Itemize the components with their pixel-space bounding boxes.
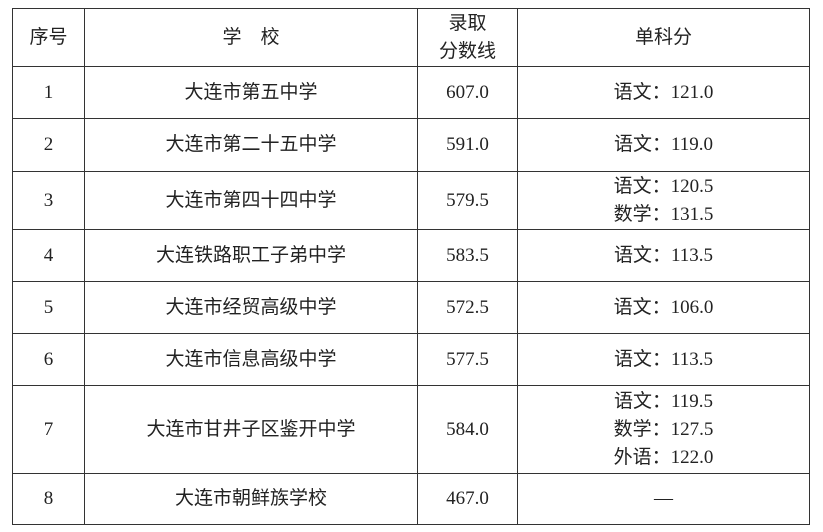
cutoff-score: 577.5 <box>417 333 518 386</box>
header-cutoff-line: 分数线 <box>438 40 496 62</box>
table-row: 1 大连市第五中学 607.0 语文：121.0 <box>12 66 810 119</box>
subject-score: 数学：131.5 <box>613 203 714 225</box>
school-name: 大连市甘井子区鉴开中学 <box>84 385 418 474</box>
header-number: 序号 <box>12 8 85 67</box>
subject-scores: 语文：119.0 <box>517 118 810 172</box>
subject-score: 语文：121.0 <box>613 81 714 103</box>
cutoff-score: 579.5 <box>417 171 518 230</box>
subject-score: 外语：122.0 <box>613 446 714 468</box>
row-number: 1 <box>12 66 85 119</box>
cutoff-score: 584.0 <box>417 385 518 474</box>
row-number: 8 <box>12 473 85 525</box>
admission-scores-table: 序号 学 校 录取 分数线 单科分 1 大连市第五中学 607.0 语文：121.0 2… <box>12 8 810 525</box>
school-name: 大连市信息高级中学 <box>84 333 418 386</box>
row-number: 5 <box>12 281 85 334</box>
subject-score: 语文：119.5 <box>613 390 714 412</box>
header-subject-score: 单科分 <box>517 8 810 67</box>
subject-score: — <box>654 488 673 509</box>
subject-scores: 语文：121.0 <box>517 66 810 119</box>
school-name: 大连市第二十五中学 <box>84 118 418 172</box>
school-name: 大连市经贸高级中学 <box>84 281 418 334</box>
table-row: 8 大连市朝鲜族学校 467.0 — <box>12 473 810 525</box>
subject-score: 语文：120.5 <box>613 175 714 197</box>
school-name: 大连市第五中学 <box>84 66 418 119</box>
cutoff-score: 583.5 <box>417 229 518 282</box>
header-school: 学 校 <box>84 8 418 67</box>
school-name: 大连市第四十四中学 <box>84 171 418 230</box>
cutoff-score: 572.5 <box>417 281 518 334</box>
table-row: 2 大连市第二十五中学 591.0 语文：119.0 <box>12 118 810 172</box>
header-row: 序号 学 校 录取 分数线 单科分 <box>12 8 810 67</box>
cutoff-score: 591.0 <box>417 118 518 172</box>
subject-score: 语文：113.5 <box>613 348 714 370</box>
subject-scores: 语文：120.5 数学：131.5 <box>517 171 810 230</box>
table-row: 4 大连铁路职工子弟中学 583.5 语文：113.5 <box>12 229 810 282</box>
subject-scores: 语文：119.5 数学：127.5 外语：122.0 <box>517 385 810 474</box>
header-cutoff-score: 录取 分数线 <box>417 8 518 67</box>
header-cutoff-line: 录取 <box>448 12 487 34</box>
row-number: 6 <box>12 333 85 386</box>
subject-score: 语文：119.0 <box>613 134 714 155</box>
cutoff-score: 607.0 <box>417 66 518 119</box>
subject-scores: — <box>517 473 810 525</box>
row-number: 4 <box>12 229 85 282</box>
table-row: 6 大连市信息高级中学 577.5 语文：113.5 <box>12 333 810 386</box>
table-row: 7 大连市甘井子区鉴开中学 584.0 语文：119.5 数学：127.5 外语：122.… <box>12 385 810 474</box>
subject-score: 语文：113.5 <box>613 244 714 266</box>
table-row: 5 大连市经贸高级中学 572.5 语文：106.0 <box>12 281 810 334</box>
subject-scores: 语文：113.5 <box>517 333 810 386</box>
subject-scores: 语文：106.0 <box>517 281 810 334</box>
cutoff-score: 467.0 <box>417 473 518 525</box>
row-number: 7 <box>12 385 85 474</box>
subject-scores: 语文：113.5 <box>517 229 810 282</box>
row-number: 2 <box>12 118 85 172</box>
subject-score: 语文：106.0 <box>613 296 714 318</box>
table-row: 3 大连市第四十四中学 579.5 语文：120.5 数学：131.5 <box>12 171 810 230</box>
row-number: 3 <box>12 171 85 230</box>
school-name: 大连市朝鲜族学校 <box>84 473 418 525</box>
school-name: 大连铁路职工子弟中学 <box>84 229 418 282</box>
subject-score: 数学：127.5 <box>613 418 714 440</box>
